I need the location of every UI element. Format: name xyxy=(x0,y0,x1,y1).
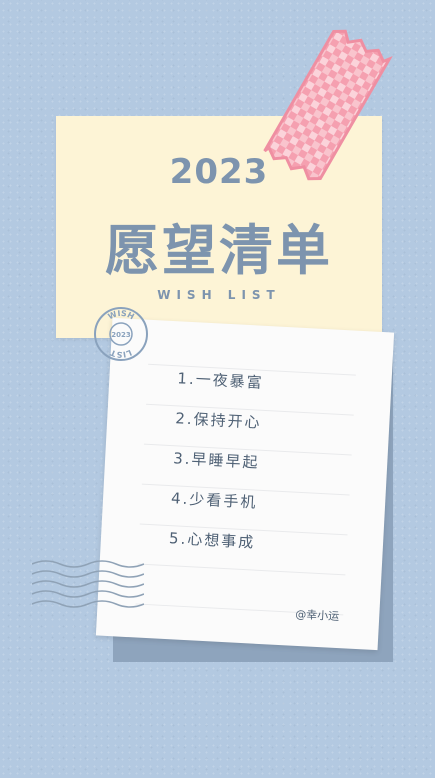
stamp-center-text: 2023 xyxy=(111,331,131,339)
wish-item: 4.少看手机 xyxy=(170,489,258,512)
year-heading: 2023 xyxy=(169,152,269,192)
svg-text:LIST: LIST xyxy=(109,348,133,360)
stamp-bottom-text: LIST xyxy=(109,348,133,360)
postmark-waves-icon xyxy=(32,560,144,608)
wish-item: 2.保持开心 xyxy=(174,409,263,432)
ruled-line xyxy=(137,563,346,576)
page-title: 愿望清单 xyxy=(105,219,333,282)
wish-item: 1.一夜暴富 xyxy=(176,369,265,392)
wish-item: 5.心想事成 xyxy=(168,529,256,552)
signature: @幸小运 xyxy=(294,607,340,624)
page-subtitle: WISH LIST xyxy=(157,288,281,302)
postmark-stamp-icon: WISH LIST 2023 xyxy=(94,307,148,361)
wish-item: 3.早睡早起 xyxy=(172,449,260,472)
washi-tape-icon xyxy=(263,29,393,181)
